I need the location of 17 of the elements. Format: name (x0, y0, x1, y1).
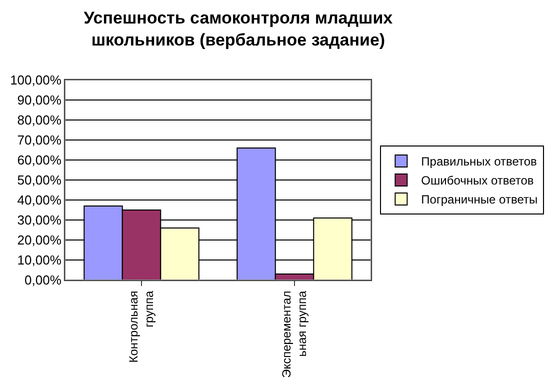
chart-title: Успешность самоконтроля младших школьников (вербальное задание) (84, 8, 394, 50)
y-tick-label: 50,00% (17, 172, 62, 188)
y-tick-label: 100,00% (10, 72, 62, 88)
y-tick-label: 60,00% (17, 152, 62, 168)
y-tick-label: 40,00% (17, 192, 62, 208)
legend-label: Ошибочных ответов (421, 174, 534, 188)
legend-label: Правильных ответов (421, 154, 537, 169)
y-tick-label: 20,00% (17, 232, 62, 248)
y-tick-label: 30,00% (17, 212, 62, 228)
y-tick-label: 90,00% (17, 92, 62, 108)
y-tick-label: 80,00% (17, 112, 62, 128)
legend-label: Пограничные ответы (421, 192, 538, 207)
x-tick-label: Эксперементальная группа (280, 290, 310, 378)
y-tick-label: 0,00% (24, 272, 62, 288)
y-tick-label: 70,00% (17, 132, 62, 148)
y-tick-label: 10,00% (17, 252, 62, 268)
x-tick-label: Контрольная группа (126, 290, 156, 363)
